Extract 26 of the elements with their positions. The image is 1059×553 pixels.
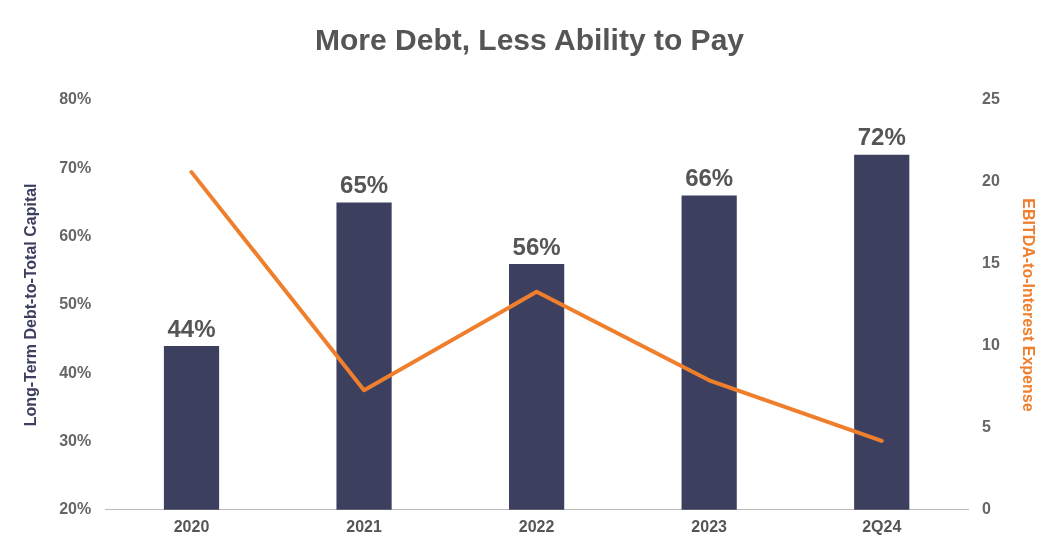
data-label: 65% — [340, 171, 389, 199]
data-label: 56% — [512, 232, 561, 260]
y-tick-label: 20% — [59, 500, 92, 518]
data-label: 44% — [167, 314, 216, 342]
x-tick-label: 2020 — [173, 517, 210, 535]
y-axis-title: Long-Term Debt-to-Total Capital — [22, 183, 40, 427]
x-tick-label: 2022 — [518, 517, 555, 535]
y2-tick-label: 5 — [982, 418, 991, 436]
y-tick-label: 70% — [59, 158, 92, 176]
y-tick-label: 30% — [59, 431, 92, 449]
y2-axis-title: EBITDA-to-Interest Expense — [1019, 198, 1037, 412]
x-tick-label: 2023 — [691, 517, 728, 535]
y2-tick-label: 15 — [982, 254, 1000, 272]
y2-tick-label: 25 — [982, 90, 1000, 108]
data-label: 66% — [685, 164, 734, 192]
y-tick-label: 40% — [59, 363, 92, 381]
y2-tick-label: 20 — [982, 172, 1000, 190]
y-tick-label: 80% — [59, 90, 92, 108]
y2-tick-label: 10 — [982, 336, 1000, 354]
x-tick-label: 2Q24 — [862, 517, 902, 535]
data-label: 72% — [857, 123, 906, 151]
chart-title: More Debt, Less Ability to Pay — [315, 23, 745, 57]
y-tick-label: 60% — [59, 227, 92, 245]
x-tick-label: 2021 — [346, 517, 382, 535]
y2-tick-label: 0 — [982, 500, 991, 518]
y-tick-label: 50% — [59, 295, 92, 313]
